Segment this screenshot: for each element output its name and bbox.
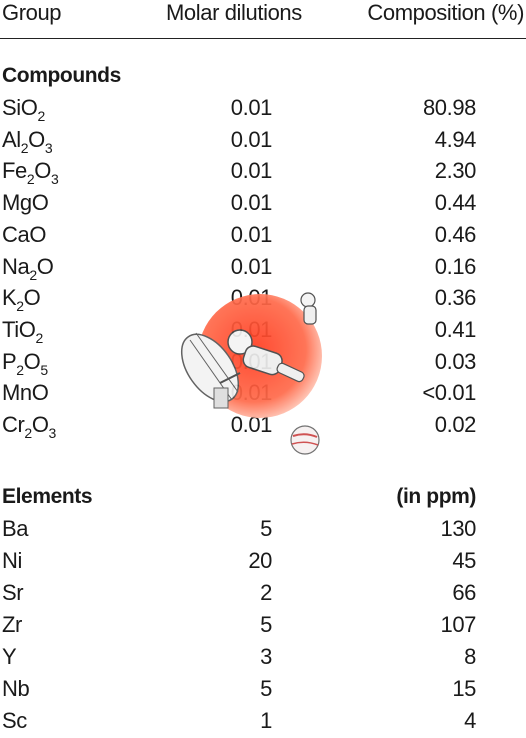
composition-value: <0.01 xyxy=(422,380,476,406)
compound-formula: MnO xyxy=(2,380,49,406)
element-symbol: Nb xyxy=(2,676,30,701)
composition-value: 0.41 xyxy=(434,316,477,342)
element-symbol: Zr xyxy=(2,612,22,637)
element-symbol: Ni xyxy=(2,548,22,573)
molar-dilution-value: 5 xyxy=(260,516,272,541)
ppm-value: 15 xyxy=(452,676,476,701)
composition-value: 0.36 xyxy=(434,285,477,311)
molar-dilution-value: 3 xyxy=(260,644,272,669)
compound-formula: Fe2O3 xyxy=(2,158,59,188)
molar-dilution-value: 1 xyxy=(260,708,272,733)
compound-formula: MgO xyxy=(2,190,49,216)
compound-formula: CaO xyxy=(2,221,47,247)
compound-formula: P2O5 xyxy=(2,348,48,378)
compound-row: MgO 0.01 0.44 xyxy=(0,187,526,219)
ppm-value: 8 xyxy=(464,644,476,669)
element-row: Sc 1 4 xyxy=(0,705,526,737)
element-symbol: Y xyxy=(2,644,17,669)
compound-formula: Cr2O3 xyxy=(2,412,56,441)
ppm-value: 45 xyxy=(452,548,476,573)
element-row: Ni 20 45 xyxy=(0,545,526,577)
composition-value: 4.94 xyxy=(434,126,477,152)
element-symbol: Sr xyxy=(2,580,24,605)
ppm-value: 130 xyxy=(440,516,476,541)
molar-dilution-value: 5 xyxy=(260,612,272,637)
composition-value: 0.02 xyxy=(434,412,477,437)
ppm-value: 4 xyxy=(464,708,476,733)
element-row: Zr 5 107 xyxy=(0,609,526,641)
header-molar-dilutions: Molar dilutions xyxy=(166,0,302,25)
compound-formula: Al2O3 xyxy=(2,126,53,156)
molar-dilution-value: 20 xyxy=(248,548,272,573)
astronaut-illustration xyxy=(180,292,322,455)
compound-formula: SiO2 xyxy=(2,95,45,124)
elements-unit: (in ppm) xyxy=(396,485,476,508)
molar-dilution-value: 0.01 xyxy=(230,190,273,216)
planet-icon xyxy=(290,425,320,455)
composition-value: 0.44 xyxy=(434,190,477,216)
header-composition: Composition (%) xyxy=(367,0,524,25)
element-symbol: Ba xyxy=(2,516,29,541)
molar-dilution-value: 0.01 xyxy=(230,126,273,152)
composition-value: 80.98 xyxy=(422,95,476,120)
satellite-dish-icon xyxy=(180,332,241,409)
compound-formula: K2O xyxy=(2,285,41,315)
compound-row: Fe2O3 0.01 2.30 xyxy=(0,155,526,187)
composition-value: 0.16 xyxy=(434,253,477,279)
small-astronaut-icon xyxy=(300,292,317,325)
molar-dilution-value: 0.01 xyxy=(230,221,273,247)
section-elements-title: Elements xyxy=(2,485,93,508)
compound-row: Na2O 0.01 0.16 xyxy=(0,251,526,283)
ppm-value: 107 xyxy=(440,612,476,637)
element-row: Sr 2 66 xyxy=(0,577,526,609)
molar-dilution-value: 5 xyxy=(260,676,272,701)
element-row: Ba 5 130 xyxy=(0,513,526,545)
element-row: Y 3 8 xyxy=(0,641,526,673)
molar-dilution-value: 0.01 xyxy=(230,95,273,120)
ppm-value: 66 xyxy=(452,580,476,605)
compound-formula: Na2O xyxy=(2,253,54,283)
composition-value: 2.30 xyxy=(434,158,477,184)
section-compounds-title: Compounds xyxy=(2,64,121,87)
molar-dilution-value: 2 xyxy=(260,580,272,605)
header-group: Group xyxy=(2,0,62,25)
table-header: Group Molar dilutions Composition (%) xyxy=(0,0,526,39)
astronaut-icon xyxy=(227,329,305,383)
molar-dilution-value: 0.01 xyxy=(230,158,273,184)
composition-value: 0.46 xyxy=(434,221,477,247)
element-row: Nb 5 15 xyxy=(0,673,526,705)
compound-row: SiO2 0.01 80.98 xyxy=(0,92,526,124)
compound-row: Al2O3 0.01 4.94 xyxy=(0,124,526,156)
molar-dilution-value: 0.01 xyxy=(230,253,273,279)
composition-value: 0.03 xyxy=(434,348,477,374)
compound-row: CaO 0.01 0.46 xyxy=(0,219,526,251)
compound-formula: TiO2 xyxy=(2,316,43,346)
element-symbol: Sc xyxy=(2,708,27,733)
